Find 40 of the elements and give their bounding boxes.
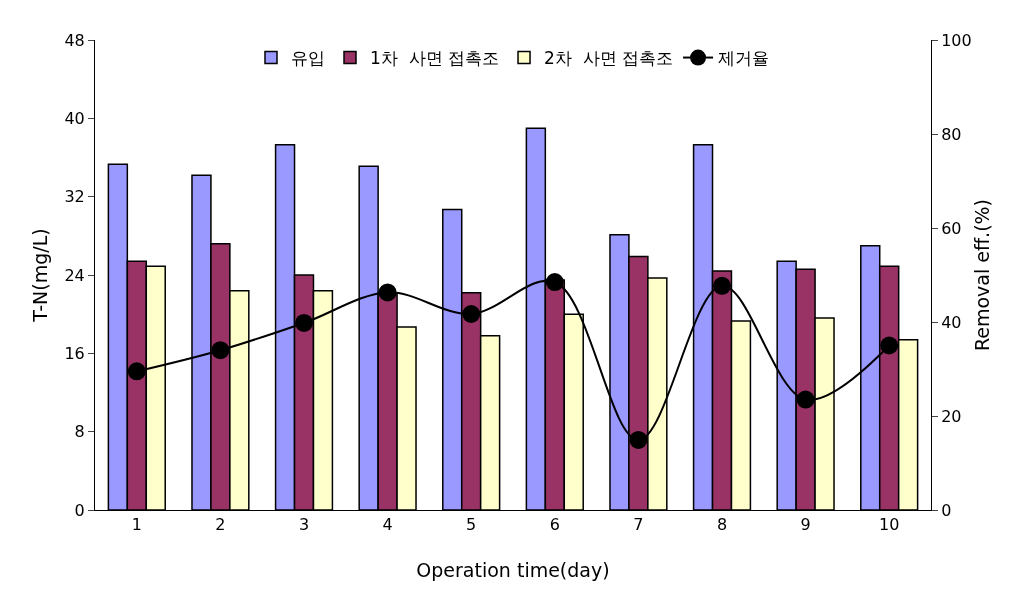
point (462, 305, 481, 323)
y2-tick-label: 0 (941, 500, 952, 520)
x-tick-label: 3 (298, 515, 310, 535)
y-tick-label: 32 (64, 187, 85, 207)
point (295, 313, 313, 332)
point (545, 273, 564, 292)
y-tick-label: 24 (64, 265, 85, 285)
x-tick-label: 10 (879, 515, 900, 535)
legend-label: 2차 사면 접촉조 (544, 48, 674, 69)
y-tick-label: 0 (74, 500, 85, 520)
y-axis-title: T-N(mg/L) (29, 228, 51, 323)
legend-label: 제거율 (718, 48, 770, 69)
x-tick-label: 2 (215, 515, 226, 535)
y-tick-label: 48 (64, 30, 85, 50)
y-tick-label: 40 (64, 108, 85, 128)
x-tick-label: 1 (131, 515, 142, 535)
x-tick-label: 4 (382, 515, 393, 535)
y2-tick-label: 80 (941, 124, 962, 144)
point (629, 430, 648, 449)
y2-tick-label: 40 (941, 312, 962, 332)
x-tick-label: 7 (633, 515, 644, 535)
legend-label: 유입 (291, 48, 325, 69)
point (211, 341, 230, 360)
point (796, 390, 815, 409)
y2-tick-label: 100 (941, 30, 972, 50)
y-tick-label: 16 (64, 343, 85, 363)
point (713, 276, 731, 295)
y2-tick-label: 60 (941, 218, 962, 238)
point (880, 336, 899, 355)
y2-axis-title: Removal eff.(%) (970, 198, 993, 352)
x-tick-label: 8 (716, 515, 728, 535)
point (378, 283, 397, 302)
x-axis-title: Operation time(day) (416, 559, 610, 581)
x-tick-label: 9 (800, 515, 811, 535)
point (127, 362, 146, 381)
y2-tick-label: 20 (941, 406, 962, 426)
y-tick-label: 8 (74, 422, 85, 442)
legend-label: 1차 사면 접촉조 (370, 48, 500, 69)
x-tick-label: 5 (466, 515, 477, 535)
x-tick-label: 6 (549, 515, 560, 535)
